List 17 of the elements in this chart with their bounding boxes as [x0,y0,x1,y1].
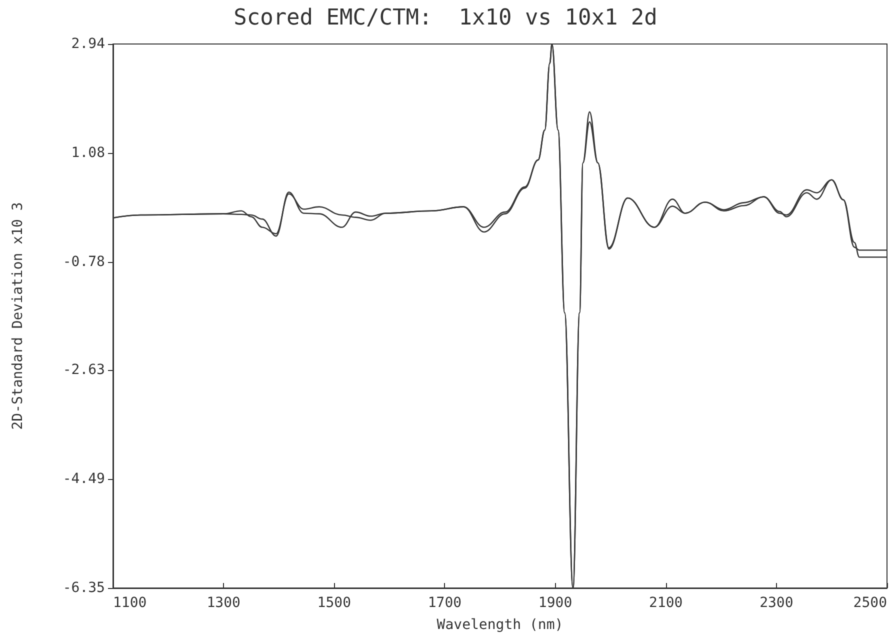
y-tick-label: 1.08 [71,144,105,161]
x-tick-label: 2100 [649,595,683,611]
x-axis-title: Wavelength (nm) [436,617,564,633]
chart-title: Scored EMC/CTM: 1x10 vs 10x1 2d [234,6,658,30]
x-tick-label: 1700 [428,595,462,611]
y-axis-title: 2D-Standard Deviation x10 3 [10,202,26,430]
x-tick-label: 1500 [317,595,351,611]
y-tick-label: -6.35 [62,580,105,596]
x-tick-label: 1100 [113,595,147,611]
y-tick-label: -4.49 [62,471,105,488]
y-tick-label: -2.63 [62,362,105,378]
x-tick-label: 1300 [206,595,240,611]
y-tick-label: -0.78 [62,254,105,270]
x-tick-label: 1900 [538,595,572,611]
y-tick-label: 2.94 [71,36,105,52]
x-tick-label: 2300 [760,595,794,611]
x-tick-label: 2500 [853,595,887,611]
